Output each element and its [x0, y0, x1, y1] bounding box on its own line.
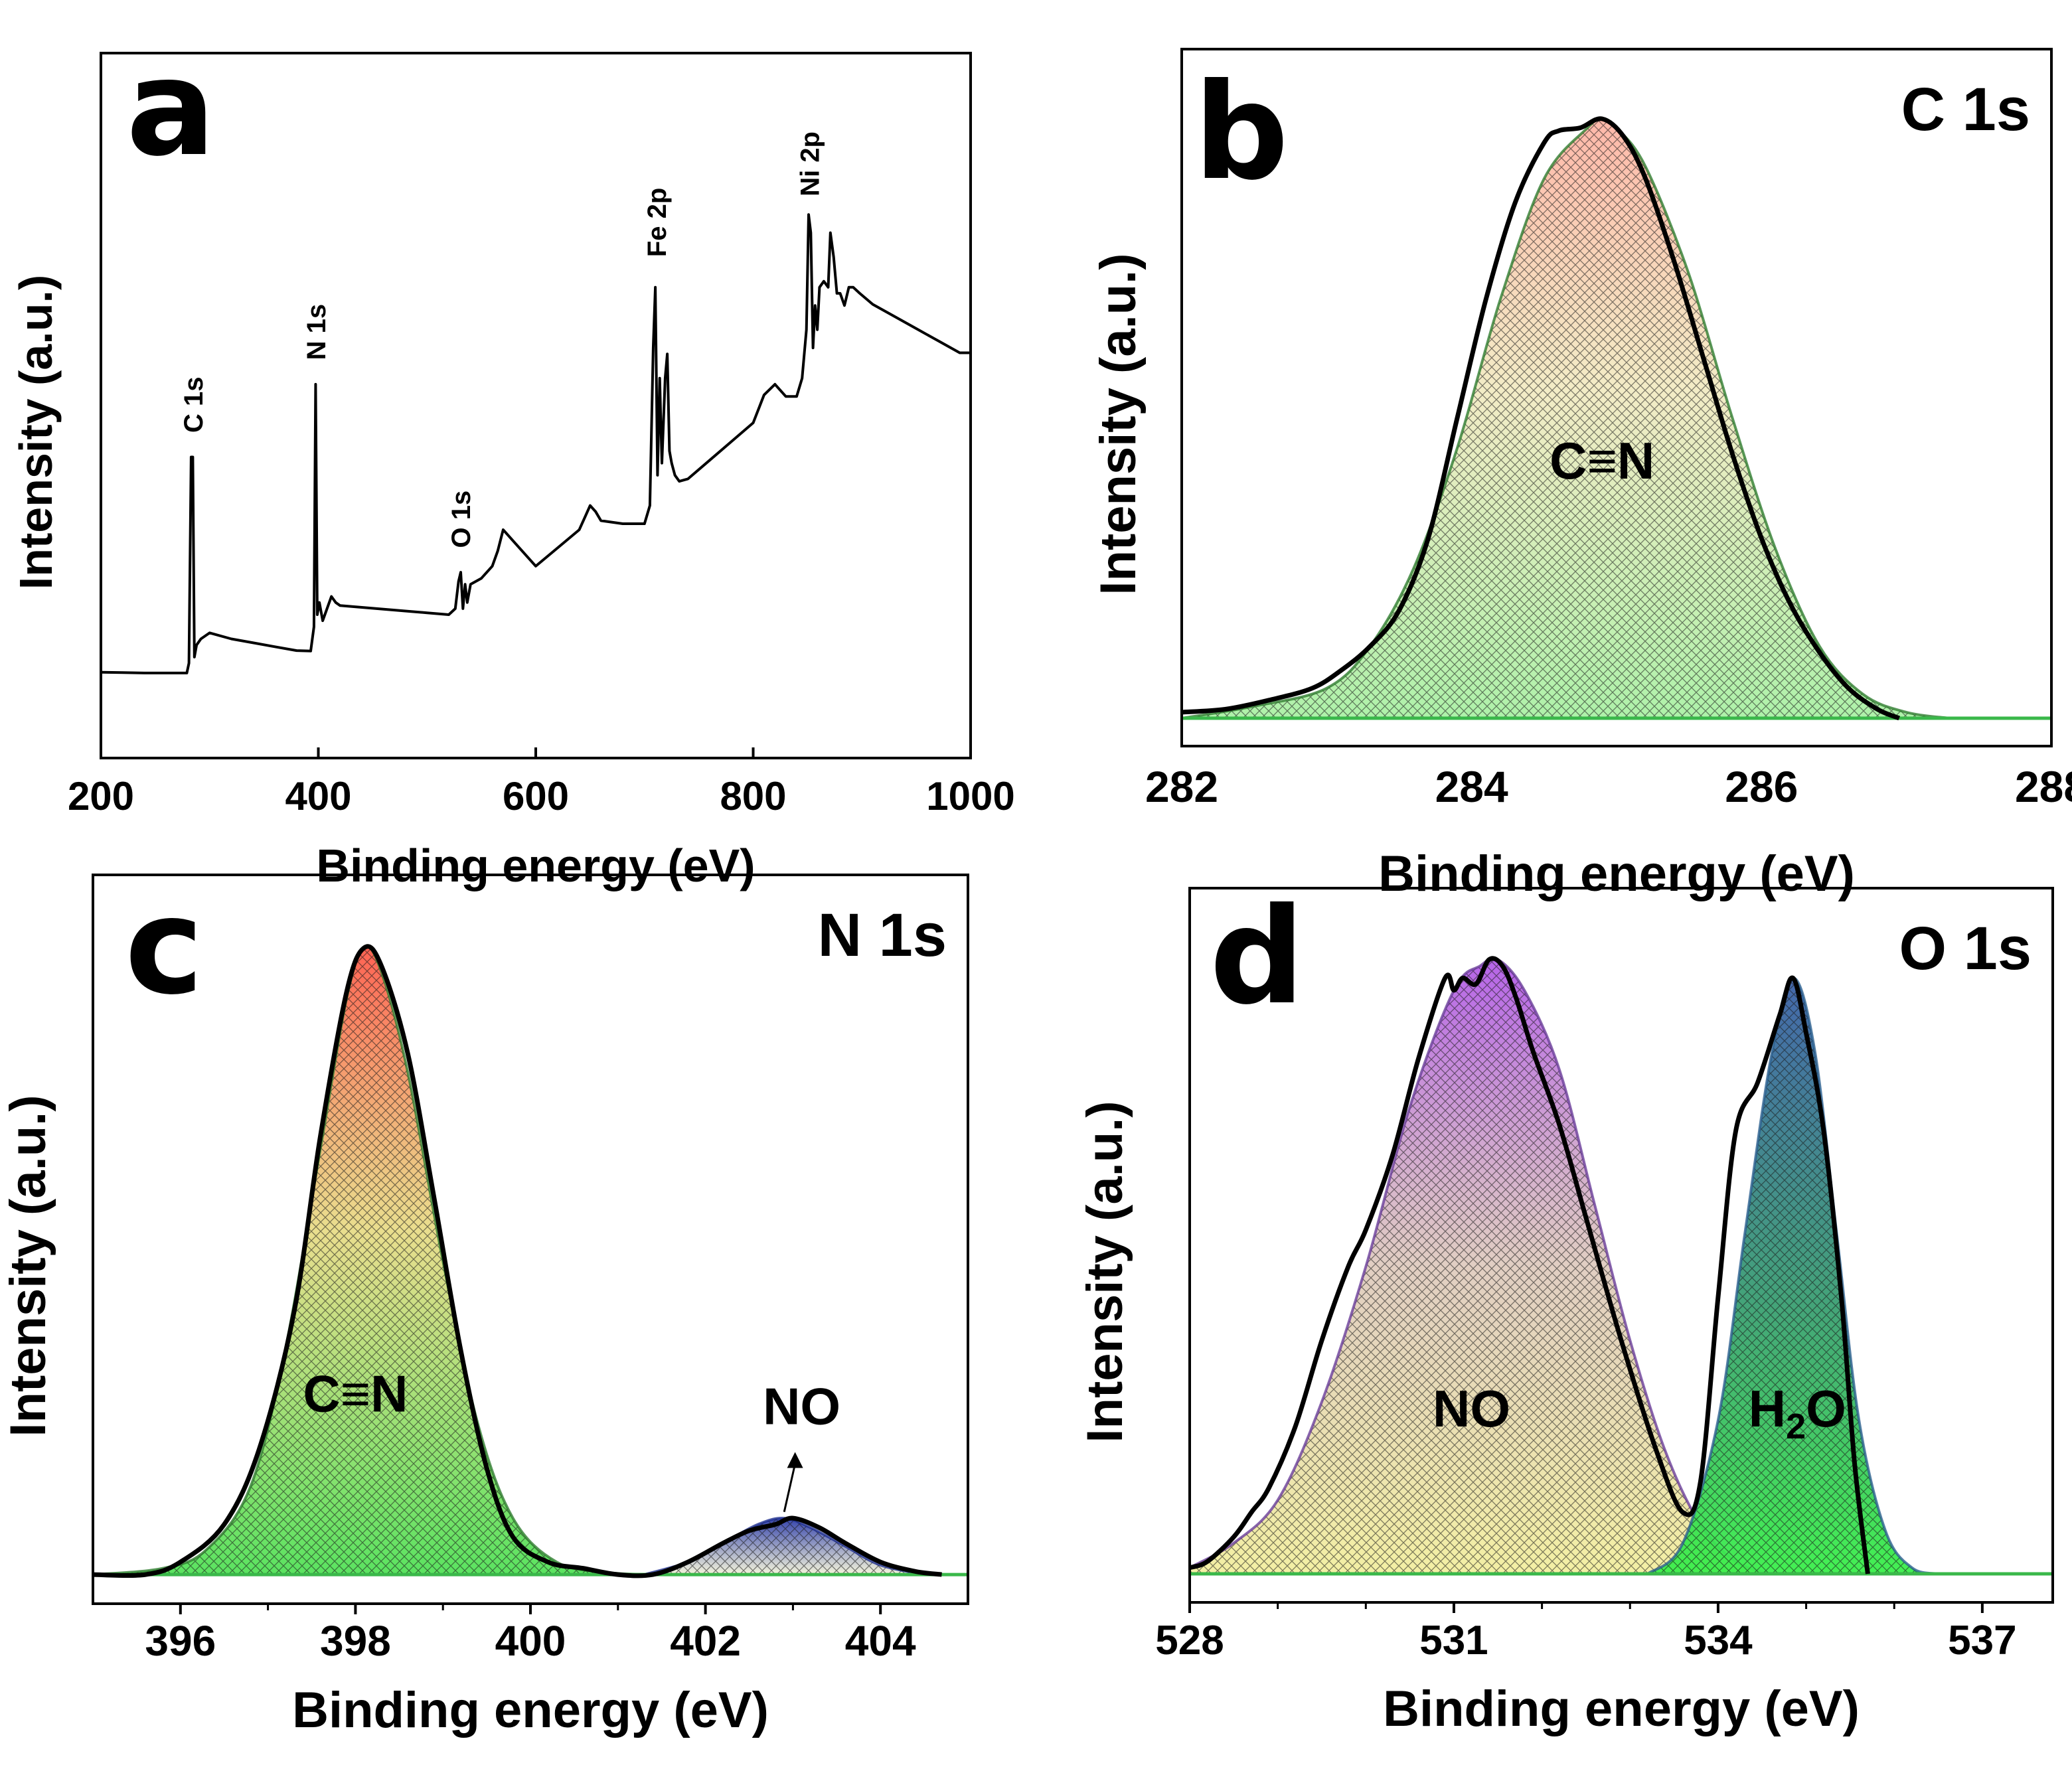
x-tick-label-d-3: 537	[1948, 1618, 2016, 1663]
panel-a: 200 400 600 800 1000 Binding energy (eV) Inten…	[10, 31, 1015, 891]
annotation-arrowhead-c	[787, 1452, 803, 1468]
panel-label-d: d	[1210, 880, 1305, 1034]
panel-title-c: N 1s	[818, 901, 947, 969]
peak-hatch-c-2	[644, 1517, 925, 1575]
x-tick-label-b-2: 286	[1725, 762, 1798, 811]
panel-title-d: O 1s	[1899, 915, 2032, 982]
axes-frame-a	[100, 52, 972, 759]
panel-title-b: C 1s	[1901, 76, 2030, 143]
x-axis-title-d: Binding energy (eV)	[1383, 1681, 1860, 1737]
y-axis-title-b: Intensity (a.u.)	[1090, 253, 1147, 595]
axes-frame-d	[1188, 887, 2054, 1604]
x-tick-label-b-0: 282	[1145, 762, 1218, 811]
x-tick-label-a-1: 400	[285, 774, 351, 818]
axes-frame-b	[1180, 48, 2053, 747]
x-axis-title-b: Binding energy (eV)	[1378, 846, 1855, 902]
peak-label-part: H	[1749, 1379, 1786, 1438]
peak-label-a-0: C 1s	[179, 376, 208, 433]
x-tick-label-a-0: 200	[68, 774, 134, 818]
data-line-a-0	[101, 213, 971, 674]
peak-label-b-0: C≡N	[1550, 431, 1654, 490]
data-line-b-0	[1182, 116, 1901, 721]
plot-area-a	[101, 213, 971, 674]
peak-label-c-0: C≡N	[303, 1365, 408, 1423]
x-tick-label-c-1: 398	[320, 1617, 391, 1665]
y-axis-title-d: Intensity (a.u.)	[1077, 1101, 1133, 1442]
peak-label-a-3: Fe 2p	[643, 188, 672, 257]
x-tick-label-d-2: 534	[1684, 1618, 1753, 1663]
x-tick-label-d-0: 528	[1155, 1618, 1224, 1663]
x-tick-label-c-3: 402	[670, 1617, 741, 1665]
peak-label-a-1: N 1s	[302, 304, 331, 360]
plot-area-c	[93, 944, 968, 1578]
plot-area-d	[1190, 956, 2053, 1576]
peak-hatch-d-2	[1647, 978, 1939, 1574]
peak-label-d-0: NO	[1433, 1379, 1510, 1438]
peak-label-c-1: NO	[763, 1377, 840, 1435]
y-axis-title-a: Intensity (a.u.)	[10, 275, 62, 589]
peak-label-a-2: O 1s	[447, 491, 476, 548]
x-tick-label-c-2: 400	[495, 1617, 566, 1665]
x-axis-title-c: Binding energy (eV)	[292, 1682, 769, 1738]
peak-label-d-1: H2O	[1749, 1379, 1846, 1446]
x-tick-label-c-4: 404	[845, 1617, 916, 1665]
peak-label-subscript: 2	[1786, 1407, 1806, 1446]
panel-label-a: a	[126, 31, 216, 186]
peak-label-a-4: Ni 2p	[796, 131, 825, 196]
axes-frame-c	[92, 874, 969, 1605]
panel-b: 282 284 286 288 Binding energy (eV) Intensity…	[1090, 48, 2072, 902]
panel-label-b: b	[1194, 55, 1289, 210]
x-tick-label-c-0: 396	[145, 1617, 216, 1665]
peak-label-part: O	[1806, 1379, 1846, 1438]
x-tick-label-d-1: 531	[1419, 1618, 1488, 1663]
x-axis-title-a: Binding energy (eV)	[316, 840, 755, 891]
plot-area-b	[1182, 116, 2051, 721]
x-tick-label-a-4: 1000	[926, 774, 1014, 818]
y-axis-title-c: Intensity (a.u.)	[0, 1095, 56, 1436]
panel-d: 528 531 534 537 Binding energy (eV) Intensity…	[1077, 880, 2054, 1737]
x-tick-label-a-3: 800	[720, 774, 786, 818]
x-tick-label-b-3: 288	[2015, 762, 2072, 811]
panel-c: 396 398 400 402 404 Binding energy (eV) Intens…	[0, 870, 969, 1738]
peak-hatch-d-1	[1190, 958, 1771, 1574]
data-line-d-0	[1190, 956, 1870, 1575]
peak-line-d-2	[1646, 976, 1939, 1575]
peak-hatch-b-1	[1182, 118, 1951, 719]
peak-hatch-c-1	[93, 947, 662, 1575]
x-tick-label-a-2: 600	[503, 774, 569, 818]
x-tick-label-b-1: 284	[1435, 762, 1508, 811]
annotation-arrow-c	[783, 1464, 797, 1512]
data-line-c-0	[93, 944, 942, 1578]
panel-label-c: c	[125, 870, 204, 1024]
